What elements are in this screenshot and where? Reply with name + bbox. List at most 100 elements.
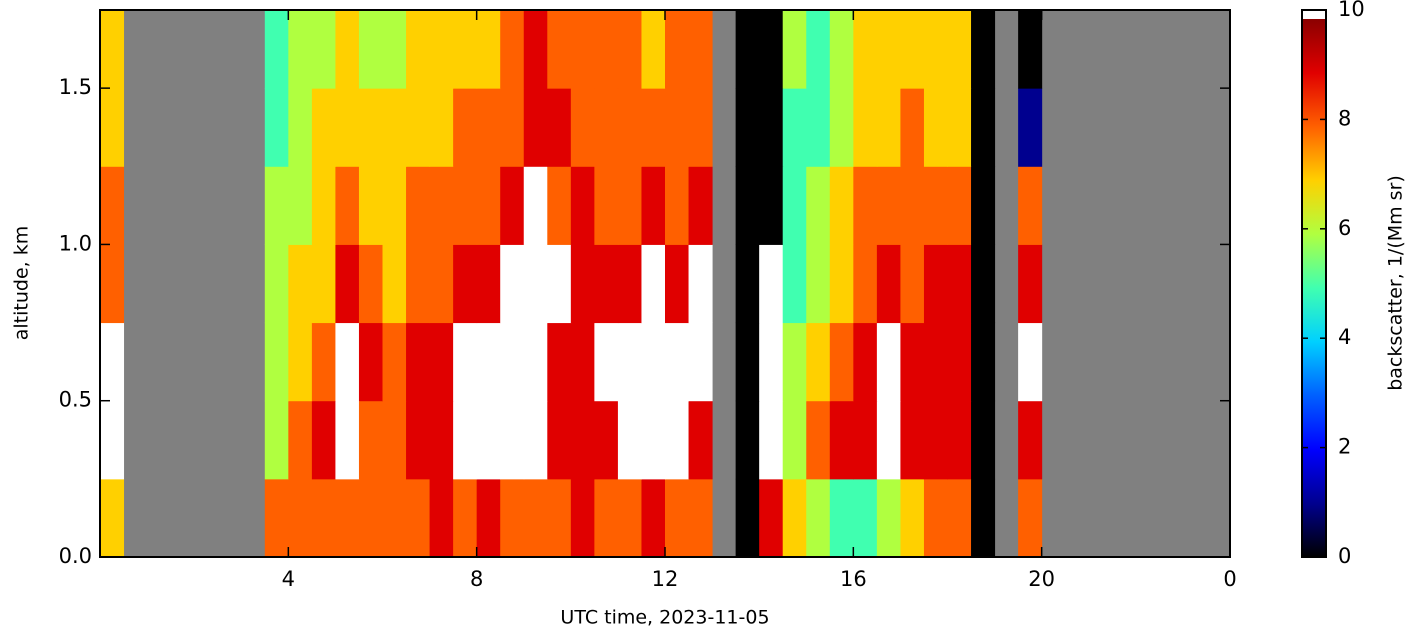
heatmap-cell bbox=[829, 322, 854, 402]
heatmap-cell bbox=[382, 400, 407, 480]
heatmap-cell bbox=[335, 166, 360, 245]
heatmap-cell bbox=[1018, 400, 1043, 480]
heatmap-cell bbox=[476, 244, 501, 324]
heatmap-cell bbox=[547, 88, 572, 167]
heatmap-cell bbox=[829, 88, 854, 167]
heatmap-cell bbox=[806, 478, 831, 558]
heatmap-cell bbox=[971, 88, 996, 167]
heatmap-cell bbox=[923, 88, 948, 167]
colorbar-tick-label: 6 bbox=[1338, 216, 1351, 240]
heatmap-cell bbox=[500, 244, 525, 324]
heatmap-cell bbox=[665, 10, 690, 89]
heatmap-cell bbox=[476, 322, 501, 402]
heatmap-cell bbox=[594, 400, 619, 480]
heatmap-cell bbox=[971, 244, 996, 324]
heatmap-cell bbox=[1018, 166, 1043, 245]
heatmap-cell bbox=[735, 400, 760, 480]
heatmap-cell bbox=[264, 88, 289, 167]
heatmap-cell bbox=[382, 478, 407, 558]
heatmap-cell bbox=[500, 166, 525, 245]
heatmap-cell bbox=[406, 166, 431, 245]
heatmap-cell bbox=[264, 244, 289, 324]
heatmap-cell bbox=[100, 400, 125, 480]
heatmap-cell bbox=[923, 244, 948, 324]
heatmap-cell bbox=[735, 88, 760, 167]
heatmap-cell bbox=[335, 478, 360, 558]
heatmap-cell bbox=[900, 166, 925, 245]
heatmap-cell bbox=[429, 244, 454, 324]
colorbar-label: backscatter, 1/(Mm sr) bbox=[1385, 175, 1407, 391]
colorbar-frame bbox=[1301, 9, 1327, 558]
heatmap-cell bbox=[900, 10, 925, 89]
heatmap-cell bbox=[335, 10, 360, 89]
heatmap-cell bbox=[547, 400, 572, 480]
heatmap-cell bbox=[1018, 10, 1043, 89]
heatmap-cell bbox=[547, 244, 572, 324]
heatmap-cell bbox=[358, 166, 383, 245]
heatmap-cell bbox=[665, 478, 690, 558]
heatmap-cell bbox=[759, 478, 784, 558]
heatmap-cell bbox=[735, 478, 760, 558]
heatmap-cell bbox=[782, 166, 807, 245]
colorbar-tick-label: 0 bbox=[1338, 544, 1351, 568]
heatmap-cell bbox=[971, 166, 996, 245]
heatmap-cell bbox=[476, 400, 501, 480]
heatmap-cell bbox=[853, 166, 878, 245]
heatmap-cell bbox=[453, 400, 478, 480]
heatmap-cell bbox=[806, 322, 831, 402]
heatmap-cell bbox=[429, 10, 454, 89]
heatmap-cell bbox=[876, 166, 901, 245]
colorbar-over bbox=[1302, 10, 1326, 19]
heatmap-cell bbox=[500, 478, 525, 558]
heatmap-cell bbox=[1018, 244, 1043, 324]
heatmap-cell bbox=[617, 400, 642, 480]
heatmap-cell bbox=[288, 322, 313, 402]
heatmap-cell bbox=[570, 10, 595, 89]
heatmap-cell bbox=[617, 88, 642, 167]
heatmap-cell bbox=[665, 88, 690, 167]
heatmap-cell bbox=[523, 478, 548, 558]
heatmap-cell bbox=[594, 88, 619, 167]
heatmap-cell bbox=[406, 322, 431, 402]
heatmap-cell bbox=[688, 244, 713, 324]
y-tick-label: 1.5 bbox=[59, 75, 92, 99]
heatmap-cell bbox=[547, 478, 572, 558]
y-axis-label: altitude, km bbox=[11, 226, 33, 340]
heatmap-cell bbox=[453, 166, 478, 245]
heatmap-cell bbox=[335, 322, 360, 402]
heatmap-cell bbox=[900, 244, 925, 324]
heatmap-cell bbox=[406, 88, 431, 167]
heatmap-cell bbox=[476, 166, 501, 245]
heatmap-cell bbox=[453, 478, 478, 558]
heatmap-cell bbox=[641, 478, 666, 558]
heatmap-cell bbox=[641, 244, 666, 324]
heatmap-cell bbox=[617, 244, 642, 324]
heatmap-cell bbox=[923, 400, 948, 480]
heatmap-cell bbox=[641, 322, 666, 402]
heatmap-cell bbox=[382, 88, 407, 167]
heatmap-cell bbox=[570, 478, 595, 558]
colorbar-tick-label: 8 bbox=[1338, 106, 1351, 130]
heatmap-cell bbox=[594, 478, 619, 558]
heatmap-cell bbox=[876, 478, 901, 558]
heatmap-cell bbox=[735, 10, 760, 89]
heatmap-cell bbox=[100, 244, 125, 324]
heatmap-cell bbox=[311, 244, 336, 324]
heatmap-cell bbox=[876, 10, 901, 89]
heatmap-cell bbox=[853, 322, 878, 402]
heatmap-cell bbox=[311, 478, 336, 558]
heatmap-cell bbox=[806, 400, 831, 480]
heatmap-cell bbox=[829, 400, 854, 480]
heatmap-cell bbox=[782, 400, 807, 480]
heatmap-cell bbox=[523, 166, 548, 245]
heatmap-cell bbox=[476, 10, 501, 89]
heatmap-cell bbox=[688, 478, 713, 558]
y-tick-label: 0.5 bbox=[59, 388, 92, 412]
x-tick-label: 8 bbox=[470, 567, 483, 591]
heatmap-cell bbox=[311, 88, 336, 167]
heatmap-cell bbox=[264, 322, 289, 402]
heatmap-cell bbox=[429, 400, 454, 480]
heatmap-cell bbox=[382, 322, 407, 402]
heatmap-cell bbox=[806, 10, 831, 89]
